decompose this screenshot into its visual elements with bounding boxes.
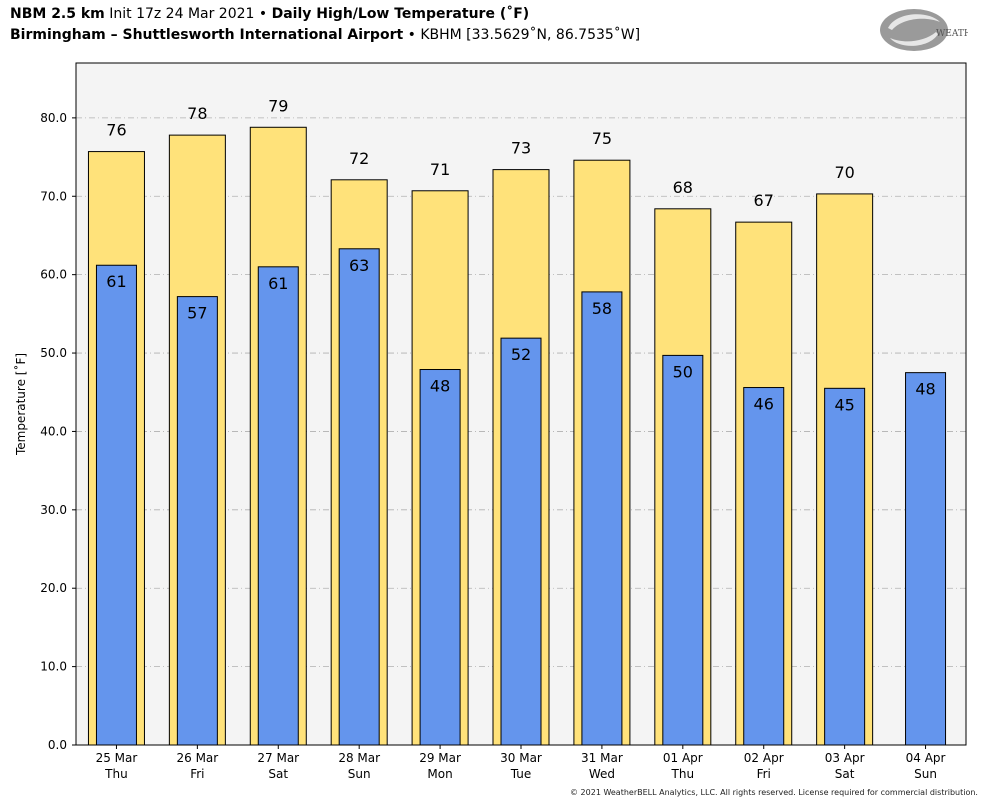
low-temp-value-label: 61 xyxy=(268,274,288,293)
x-tick-date-label: 02 Apr xyxy=(744,751,784,765)
high-temp-value-label: 72 xyxy=(349,149,369,168)
high-temp-value-label: 73 xyxy=(511,139,531,158)
model-name: NBM 2.5 km xyxy=(10,6,105,22)
x-tick-date-label: 28 Mar xyxy=(338,751,380,765)
high-temp-value-label: 78 xyxy=(187,104,207,123)
x-tick-day-label: Sun xyxy=(348,767,371,781)
low-temp-bar xyxy=(257,266,299,746)
low-temp-bar xyxy=(419,369,461,746)
x-tick-day-label: Sat xyxy=(835,767,855,781)
y-tick-label: 0.0 xyxy=(48,738,67,752)
high-temp-value-label: 67 xyxy=(754,191,774,210)
low-temp-bar xyxy=(500,337,542,746)
logo-text: WEATHERBELL xyxy=(936,29,968,39)
low-temp-value-label: 52 xyxy=(511,345,531,364)
x-tick-day-label: Sun xyxy=(914,767,937,781)
station-name: Birmingham – Shuttlesworth International… xyxy=(10,27,404,43)
x-tick-date-label: 26 Mar xyxy=(176,751,218,765)
x-tick-day-label: Thu xyxy=(671,767,695,781)
low-temp-bar xyxy=(662,354,704,746)
x-tick-day-label: Sat xyxy=(268,767,288,781)
x-tick-date-label: 30 Mar xyxy=(500,751,542,765)
x-tick-day-label: Fri xyxy=(757,767,771,781)
low-temp-value-label: 46 xyxy=(754,395,774,414)
low-temp-bar xyxy=(581,291,623,746)
y-axis-ticks: 0.0 10.0 20.0 30.0 40.0 50.0 60.0 70.0 80.0 xyxy=(40,111,76,752)
weatherbell-swirl-logo-icon: WEATHERBELL xyxy=(880,9,984,51)
product-name: Daily High/Low Temperature (˚F) xyxy=(271,6,530,22)
high-temp-value-label: 79 xyxy=(268,96,288,115)
station-code: KBHM [33.5629˚N, 86.7535˚W] xyxy=(420,27,641,43)
low-temp-bar xyxy=(176,296,218,746)
x-tick-date-label: 01 Apr xyxy=(663,751,703,765)
y-tick-label: 30.0 xyxy=(40,503,67,517)
x-tick-day-label: Tue xyxy=(510,767,532,781)
high-temp-value-label: 75 xyxy=(592,129,612,148)
low-temp-value-label: 57 xyxy=(187,304,207,323)
chart-title-line-2: Birmingham – Shuttlesworth International… xyxy=(10,27,640,43)
plot-frame xyxy=(75,62,967,746)
x-tick-date-label: 25 Mar xyxy=(96,751,138,765)
logo-swirl-bottom xyxy=(890,32,938,46)
low-temp-value-label: 58 xyxy=(592,299,612,318)
x-tick-day-label: Mon xyxy=(427,767,452,781)
y-tick-label: 60.0 xyxy=(40,268,67,282)
x-axis-labels: 25 Mar Thu 26 Mar Fri 27 Mar Sat 28 Mar Sun 29 M… xyxy=(96,745,946,781)
high-temp-value-label: 71 xyxy=(430,160,450,179)
high-temp-value-label: 68 xyxy=(673,178,693,197)
y-tick-label: 10.0 xyxy=(40,660,67,674)
logo-swirl-top xyxy=(888,14,940,30)
low-temp-bar xyxy=(338,248,380,746)
y-tick-label: 50.0 xyxy=(40,346,67,360)
x-tick-date-label: 31 Mar xyxy=(581,751,623,765)
y-tick-label: 20.0 xyxy=(40,581,67,595)
low-temp-value-label: 45 xyxy=(834,395,854,414)
x-tick-date-label: 04 Apr xyxy=(906,751,946,765)
high-temp-value-label: 70 xyxy=(834,163,854,182)
low-temp-bar xyxy=(95,264,137,746)
copyright-notice: © 2021 WeatherBELL Analytics, LLC. All r… xyxy=(570,788,978,797)
y-tick-label: 80.0 xyxy=(40,111,67,125)
title-bullet: • xyxy=(258,6,268,22)
x-tick-day-label: Fri xyxy=(190,767,204,781)
high-temp-value-label: 76 xyxy=(106,121,126,140)
low-temp-value-label: 50 xyxy=(673,362,693,381)
low-temp-bar xyxy=(905,372,947,746)
x-tick-date-label: 27 Mar xyxy=(257,751,299,765)
chart-title-line-1: NBM 2.5 km Init 17z 24 Mar 2021 • Daily … xyxy=(10,6,529,22)
x-tick-day-label: Wed xyxy=(589,767,615,781)
low-temp-bar xyxy=(743,387,785,746)
low-temp-value-label: 61 xyxy=(106,272,126,291)
x-tick-day-label: Thu xyxy=(104,767,128,781)
low-temp-bar xyxy=(824,387,866,746)
low-temp-value-label: 48 xyxy=(915,380,935,399)
x-tick-date-label: 03 Apr xyxy=(825,751,865,765)
bars-group: 76 61 78 57 79 61 72 63 71 48 73 52 75 58 68 50 67 46 70 45… xyxy=(87,96,947,746)
y-tick-label: 40.0 xyxy=(40,424,67,438)
weatherbell-logo: WEATHERBELL xyxy=(878,6,984,54)
x-tick-date-label: 29 Mar xyxy=(419,751,461,765)
station-bullet: • xyxy=(407,27,416,43)
y-tick-label: 70.0 xyxy=(40,189,67,203)
y-axis-label: Temperature [˚F] xyxy=(13,353,28,456)
low-temp-value-label: 48 xyxy=(430,377,450,396)
init-time: Init 17z 24 Mar 2021 xyxy=(109,6,255,22)
low-temp-value-label: 63 xyxy=(349,256,369,275)
